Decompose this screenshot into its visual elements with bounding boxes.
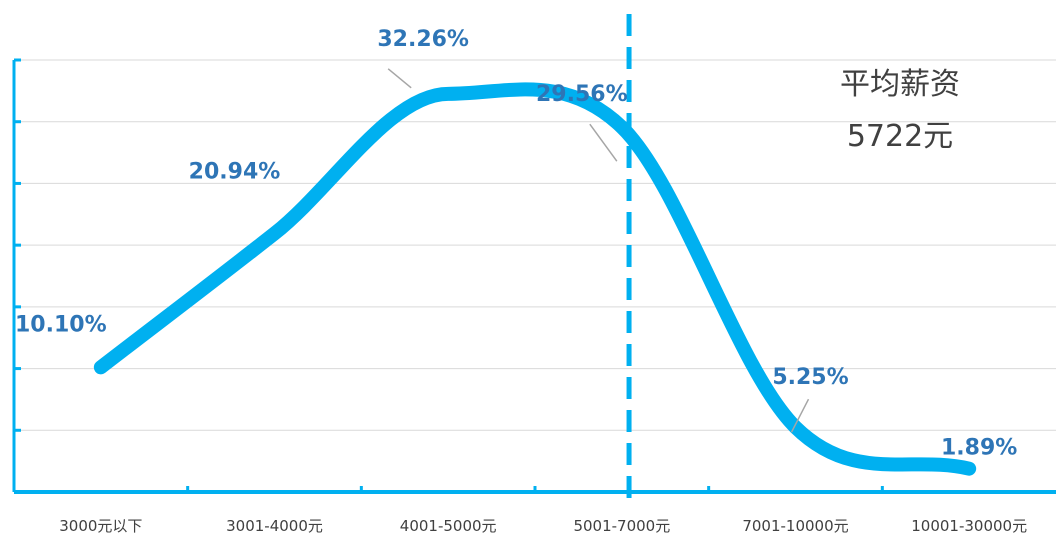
x-tick-label: 3000元以下: [59, 517, 142, 535]
x-tick-label: 10001-30000元: [911, 517, 1027, 535]
gridlines: [14, 59, 1056, 431]
label-leader-line: [387, 68, 412, 89]
label-leader-lines: [387, 68, 810, 433]
average-salary-title: 平均薪资: [840, 67, 960, 102]
data-label: 32.26%: [377, 27, 469, 52]
series-line-group: [93, 82, 977, 476]
data-label: 10.10%: [15, 312, 107, 337]
label-leader-line: [589, 123, 618, 162]
x-tick-label: 4001-5000元: [400, 517, 497, 535]
data-labels: 10.10% 20.94% 32.26% 29.56% 5.25% 1.89%: [15, 27, 1017, 461]
x-tick-label: 3001-4000元: [226, 517, 323, 535]
x-tick-label: 7001-10000元: [742, 517, 848, 535]
data-label: 29.56%: [536, 82, 628, 107]
category-labels: 3000元以下 3001-4000元 4001-5000元 5001-7000元 700…: [59, 517, 1027, 535]
x-tick-label: 5001-7000元: [573, 517, 670, 535]
data-label: 20.94%: [189, 160, 281, 185]
data-label: 5.25%: [772, 365, 848, 390]
average-salary-annotation: 平均薪资 5722元: [840, 67, 960, 154]
data-label: 1.89%: [941, 436, 1017, 461]
series-line: [93, 82, 977, 476]
average-salary-value: 5722元: [847, 119, 953, 154]
label-leader-line: [790, 398, 810, 433]
axes: [12, 58, 1056, 494]
